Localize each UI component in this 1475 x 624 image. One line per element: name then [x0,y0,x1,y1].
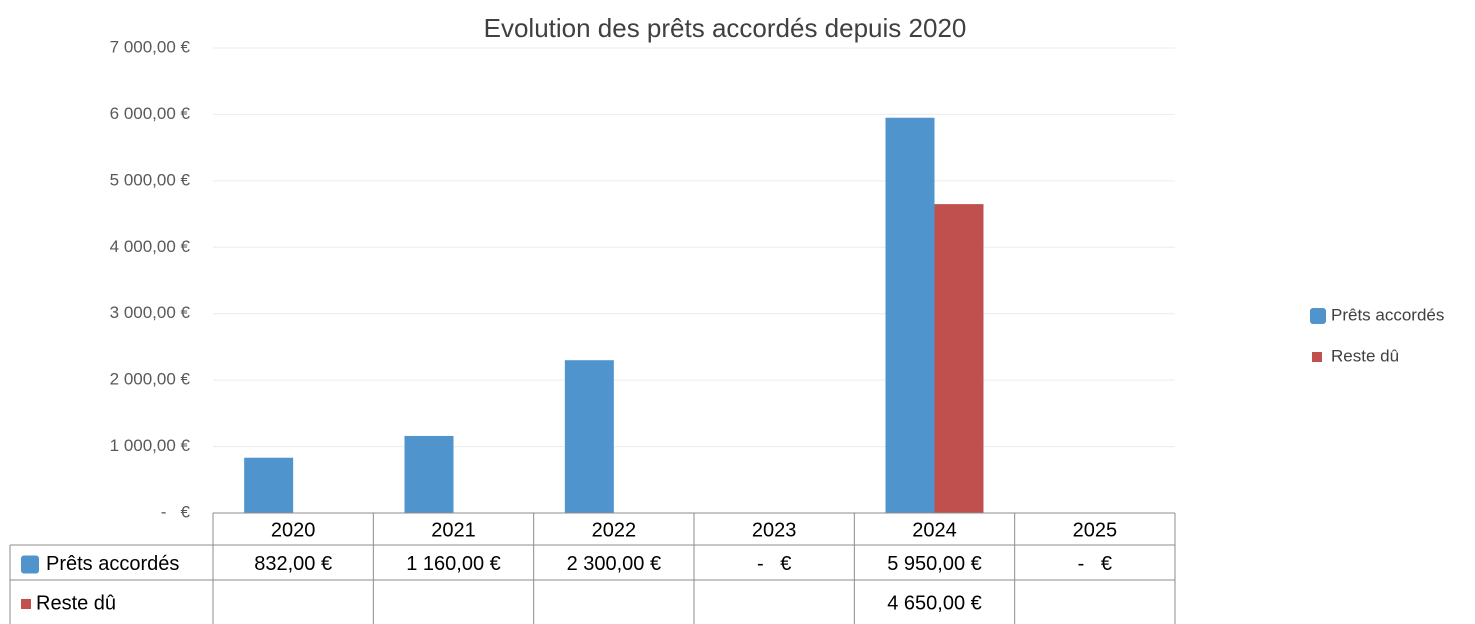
data-label: - € [1078,553,1112,575]
bar [934,204,984,513]
y-tick-label: 3 000,00 € [110,303,191,322]
y-tick-label: 7 000,00 € [110,37,191,56]
chart-title: Evolution des prêts accordés depuis 2020 [484,13,967,43]
table-legend-key [21,555,39,574]
legend-label: Reste dû [1331,346,1399,365]
y-tick-label: 2 000,00 € [110,370,191,389]
y-tick-label: 6 000,00 € [110,104,191,123]
x-tick-label: 2022 [592,519,637,541]
x-tick-label: 2024 [912,519,957,541]
x-tick-label: 2023 [752,519,797,541]
data-label: 1 160,00 € [406,553,501,575]
table-legend-key [21,599,31,609]
x-tick-label: 2020 [271,519,316,541]
table-series-name: Reste dû [36,592,116,614]
y-tick-label: 5 000,00 € [110,170,191,189]
data-label: - € [757,553,791,575]
legend-key [1312,352,1322,362]
bar [885,117,935,513]
y-tick-label: - € [161,502,191,521]
x-tick-label: 2021 [431,519,476,541]
data-label: 5 950,00 € [887,553,982,575]
data-label: 832,00 € [254,553,332,575]
data-label: 4 650,00 € [887,592,982,614]
bar [244,457,294,513]
legend-key [1310,308,1326,324]
legend-label: Prêts accordés [1331,305,1444,324]
bar [404,435,454,513]
x-tick-label: 2025 [1073,519,1118,541]
y-tick-label: 1 000,00 € [110,436,191,455]
bar [564,360,614,513]
data-label: 2 300,00 € [567,553,662,575]
y-tick-label: 4 000,00 € [110,237,191,256]
table-series-name: Prêts accordés [46,553,179,575]
